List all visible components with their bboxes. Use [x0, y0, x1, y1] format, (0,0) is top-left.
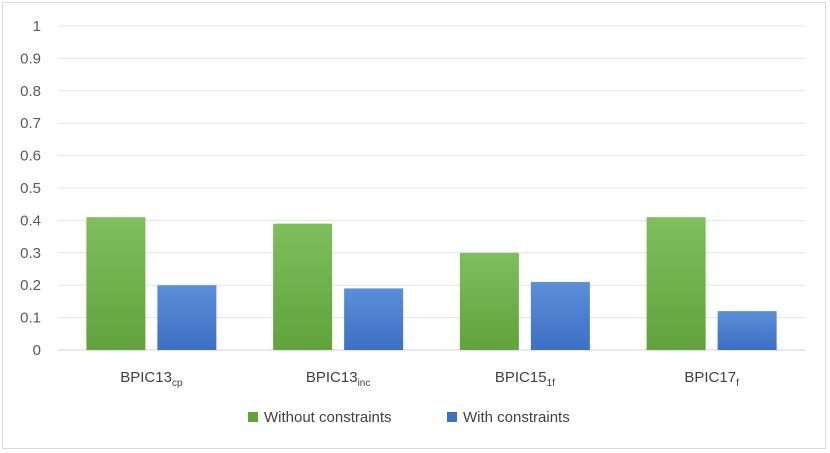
x-category-label: BPIC13inc: [306, 369, 371, 389]
legend-swatch: [447, 412, 457, 422]
bar-with-constraints: [717, 311, 777, 350]
bar-without-constraints: [646, 217, 706, 350]
bar-without-constraints: [459, 252, 519, 350]
bar-without-constraints: [86, 217, 146, 350]
bar-with-constraints: [344, 288, 404, 350]
x-category-label: BPIC13cp: [120, 369, 183, 389]
bar-without-constraints: [273, 223, 333, 350]
legend-label: Without constraints: [264, 409, 392, 426]
y-tick-label: 0.4: [20, 212, 41, 229]
y-tick-label: 1: [33, 18, 41, 35]
y-tick-label: 0.7: [20, 115, 41, 132]
bars: [86, 217, 777, 350]
x-axis-labels: BPIC13cp BPIC13inc BPIC151f BPIC17f: [120, 369, 739, 389]
y-tick-label: 0.9: [20, 50, 41, 67]
y-tick-label: 0.6: [20, 148, 41, 165]
y-tick-label: 0.1: [20, 310, 41, 327]
legend: Without constraints With constraints: [248, 409, 570, 426]
y-tick-label: 0: [33, 342, 41, 359]
y-tick-label: 0.3: [20, 245, 41, 262]
x-category-label: BPIC17f: [684, 369, 739, 389]
y-axis-ticks: 0 0.1 0.2 0.3 0.4 0.5 0.6 0.7 0.8 0.9 1: [20, 18, 41, 359]
x-category-label: BPIC151f: [495, 369, 555, 389]
bar-with-constraints: [157, 285, 217, 350]
legend-label: With constraints: [463, 409, 570, 426]
y-tick-label: 0.5: [20, 180, 41, 197]
y-tick-label: 0.8: [20, 83, 41, 100]
y-tick-label: 0.2: [20, 277, 41, 294]
bar-with-constraints: [530, 281, 590, 350]
legend-swatch: [248, 412, 258, 422]
